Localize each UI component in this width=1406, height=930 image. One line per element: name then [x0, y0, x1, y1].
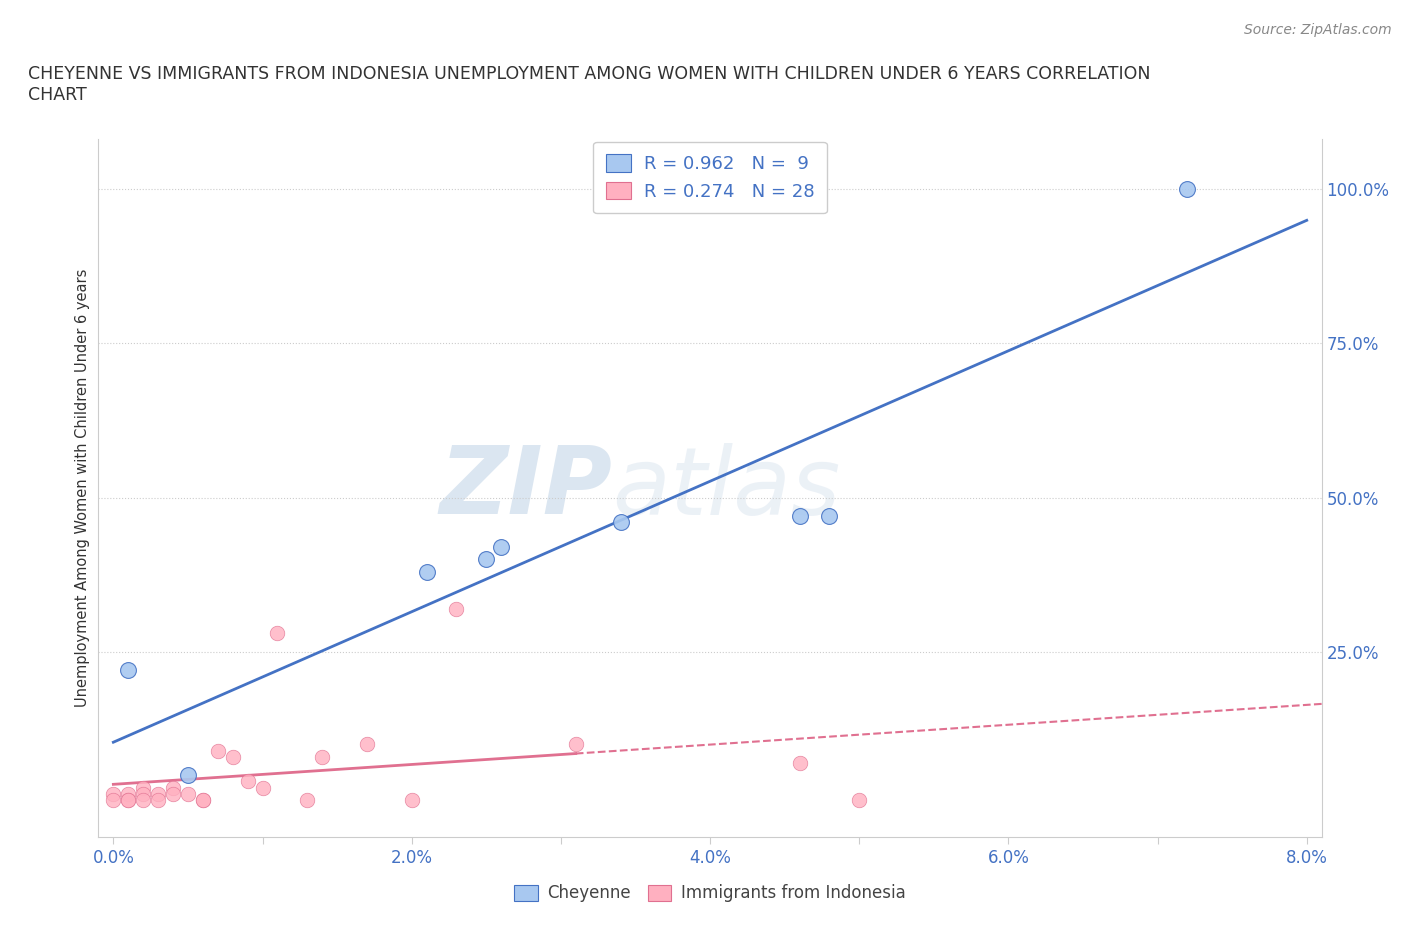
- Point: [177, 787, 200, 802]
- Point: [117, 663, 139, 678]
- Point: [191, 792, 214, 807]
- Point: [789, 509, 811, 524]
- Point: [132, 792, 155, 807]
- Point: [401, 792, 423, 807]
- Text: ZIP: ZIP: [439, 443, 612, 534]
- Point: [146, 792, 169, 807]
- Point: [117, 792, 139, 807]
- Point: [475, 551, 498, 566]
- Point: [252, 780, 274, 795]
- Point: [266, 626, 288, 641]
- Point: [489, 539, 512, 554]
- Point: [415, 565, 437, 579]
- Point: [297, 792, 319, 807]
- Point: [117, 792, 139, 807]
- Point: [848, 792, 870, 807]
- Point: [446, 601, 468, 616]
- Text: Source: ZipAtlas.com: Source: ZipAtlas.com: [1244, 23, 1392, 37]
- Point: [162, 787, 184, 802]
- Point: [177, 768, 200, 783]
- Text: atlas: atlas: [612, 443, 841, 534]
- Point: [103, 787, 125, 802]
- Point: [609, 515, 631, 530]
- Y-axis label: Unemployment Among Women with Children Under 6 years: Unemployment Among Women with Children U…: [75, 269, 90, 708]
- Legend: Cheyenne, Immigrants from Indonesia: Cheyenne, Immigrants from Indonesia: [508, 878, 912, 909]
- Point: [132, 787, 155, 802]
- Point: [1177, 181, 1199, 196]
- Point: [132, 780, 155, 795]
- Point: [221, 750, 243, 764]
- Point: [236, 774, 259, 789]
- Point: [103, 792, 125, 807]
- Point: [789, 755, 811, 770]
- Point: [146, 787, 169, 802]
- Point: [162, 780, 184, 795]
- Point: [207, 743, 229, 758]
- Point: [117, 787, 139, 802]
- Point: [191, 792, 214, 807]
- Text: CHEYENNE VS IMMIGRANTS FROM INDONESIA UNEMPLOYMENT AMONG WOMEN WITH CHILDREN UND: CHEYENNE VS IMMIGRANTS FROM INDONESIA UN…: [28, 65, 1150, 104]
- Point: [311, 750, 333, 764]
- Point: [356, 737, 378, 751]
- Point: [818, 509, 841, 524]
- Point: [565, 737, 588, 751]
